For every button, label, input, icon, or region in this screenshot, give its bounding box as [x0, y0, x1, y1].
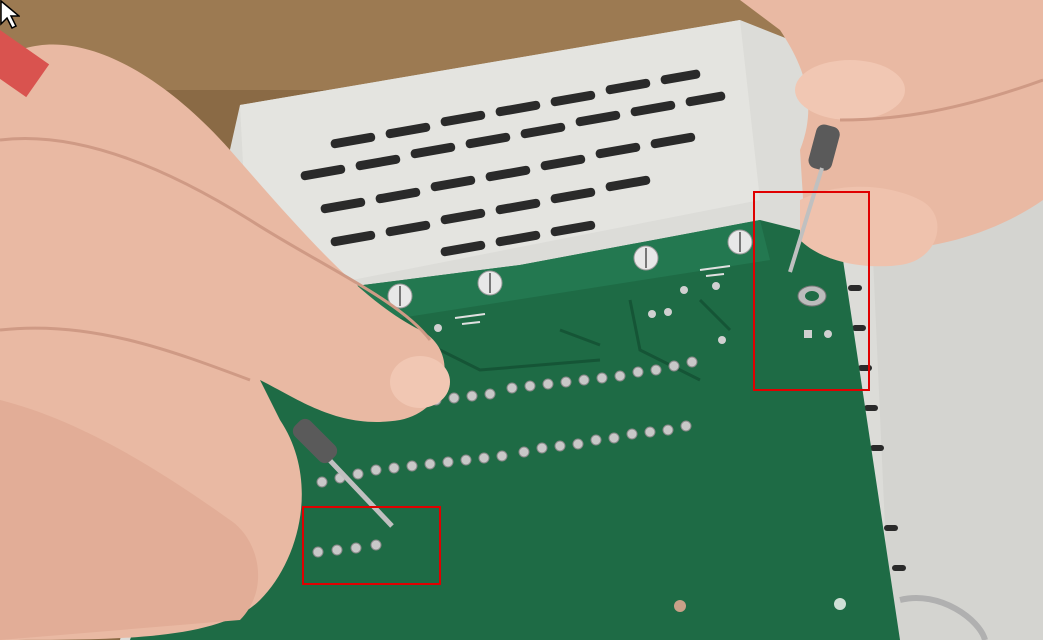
left-hand [0, 44, 450, 640]
pad-row-lower [316, 420, 692, 488]
red-probe-body [0, 30, 50, 98]
mouse-cursor-icon [0, 0, 20, 30]
mounting-screws [387, 229, 753, 309]
right-probe [788, 124, 840, 273]
cable-loop [899, 595, 988, 640]
connector-pads-right [434, 282, 846, 612]
left-probe [292, 418, 394, 528]
vent-slots [300, 69, 726, 257]
pad-group-small [312, 539, 382, 558]
left-probe-contact-highlight [302, 506, 441, 585]
ground-symbol-silkscreen [454, 265, 731, 325]
enclosure-side-wall [870, 140, 1043, 640]
right-probe-contact-highlight [753, 191, 870, 391]
